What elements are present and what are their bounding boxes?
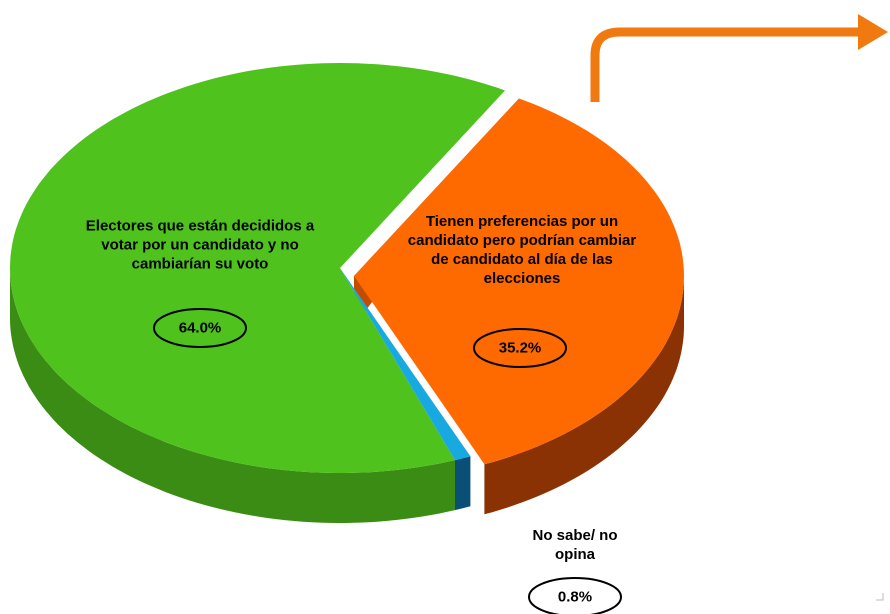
- value-label-ring: [473, 328, 567, 368]
- slice: [340, 268, 471, 461]
- value-label: 0.8%: [557, 588, 593, 606]
- slice: [354, 98, 684, 465]
- slice-label: No sabe/ no opina: [532, 527, 618, 563]
- arrow: [590, 27, 862, 102]
- value-label: 35.2%: [498, 339, 542, 357]
- corner-mark: [876, 593, 884, 601]
- value-label: 64.0%: [178, 319, 222, 337]
- value-label-ring: [528, 577, 622, 614]
- slice-label: Tienen preferencias por un candidato per…: [407, 213, 637, 287]
- arrow-head: [858, 14, 888, 50]
- slice-label: Electores que están decididos a votar po…: [85, 217, 315, 273]
- slice-side: [484, 276, 684, 515]
- value-label-ring: [153, 308, 247, 348]
- slice-side: [455, 456, 471, 511]
- slice: [10, 63, 505, 473]
- slice-side: [10, 268, 455, 523]
